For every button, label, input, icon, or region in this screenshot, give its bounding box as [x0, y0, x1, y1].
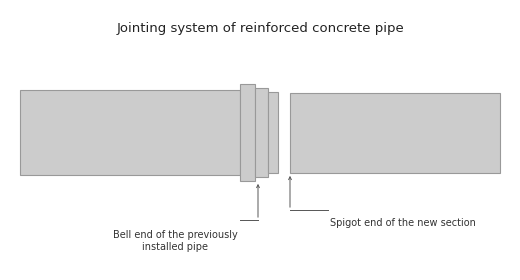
Bar — [240, 84, 255, 181]
Bar — [268, 92, 278, 173]
Text: Bell end of the previously
installed pipe: Bell end of the previously installed pip… — [113, 230, 237, 252]
Bar — [255, 88, 268, 177]
Text: Jointing system of reinforced concrete pipe: Jointing system of reinforced concrete p… — [116, 22, 404, 35]
Bar — [20, 90, 240, 175]
Bar — [290, 93, 500, 173]
Text: Spigot end of the new section: Spigot end of the new section — [330, 218, 476, 228]
